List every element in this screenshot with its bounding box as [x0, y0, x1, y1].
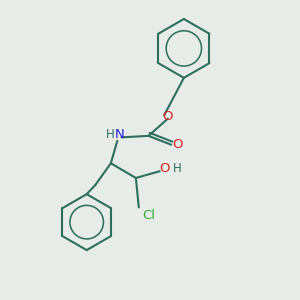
Text: O: O: [172, 138, 183, 151]
Text: O: O: [162, 110, 172, 123]
Text: N: N: [115, 128, 124, 142]
Text: Cl: Cl: [142, 209, 155, 222]
Text: H: H: [173, 162, 182, 175]
Text: H: H: [106, 128, 115, 142]
Text: O: O: [159, 162, 169, 175]
